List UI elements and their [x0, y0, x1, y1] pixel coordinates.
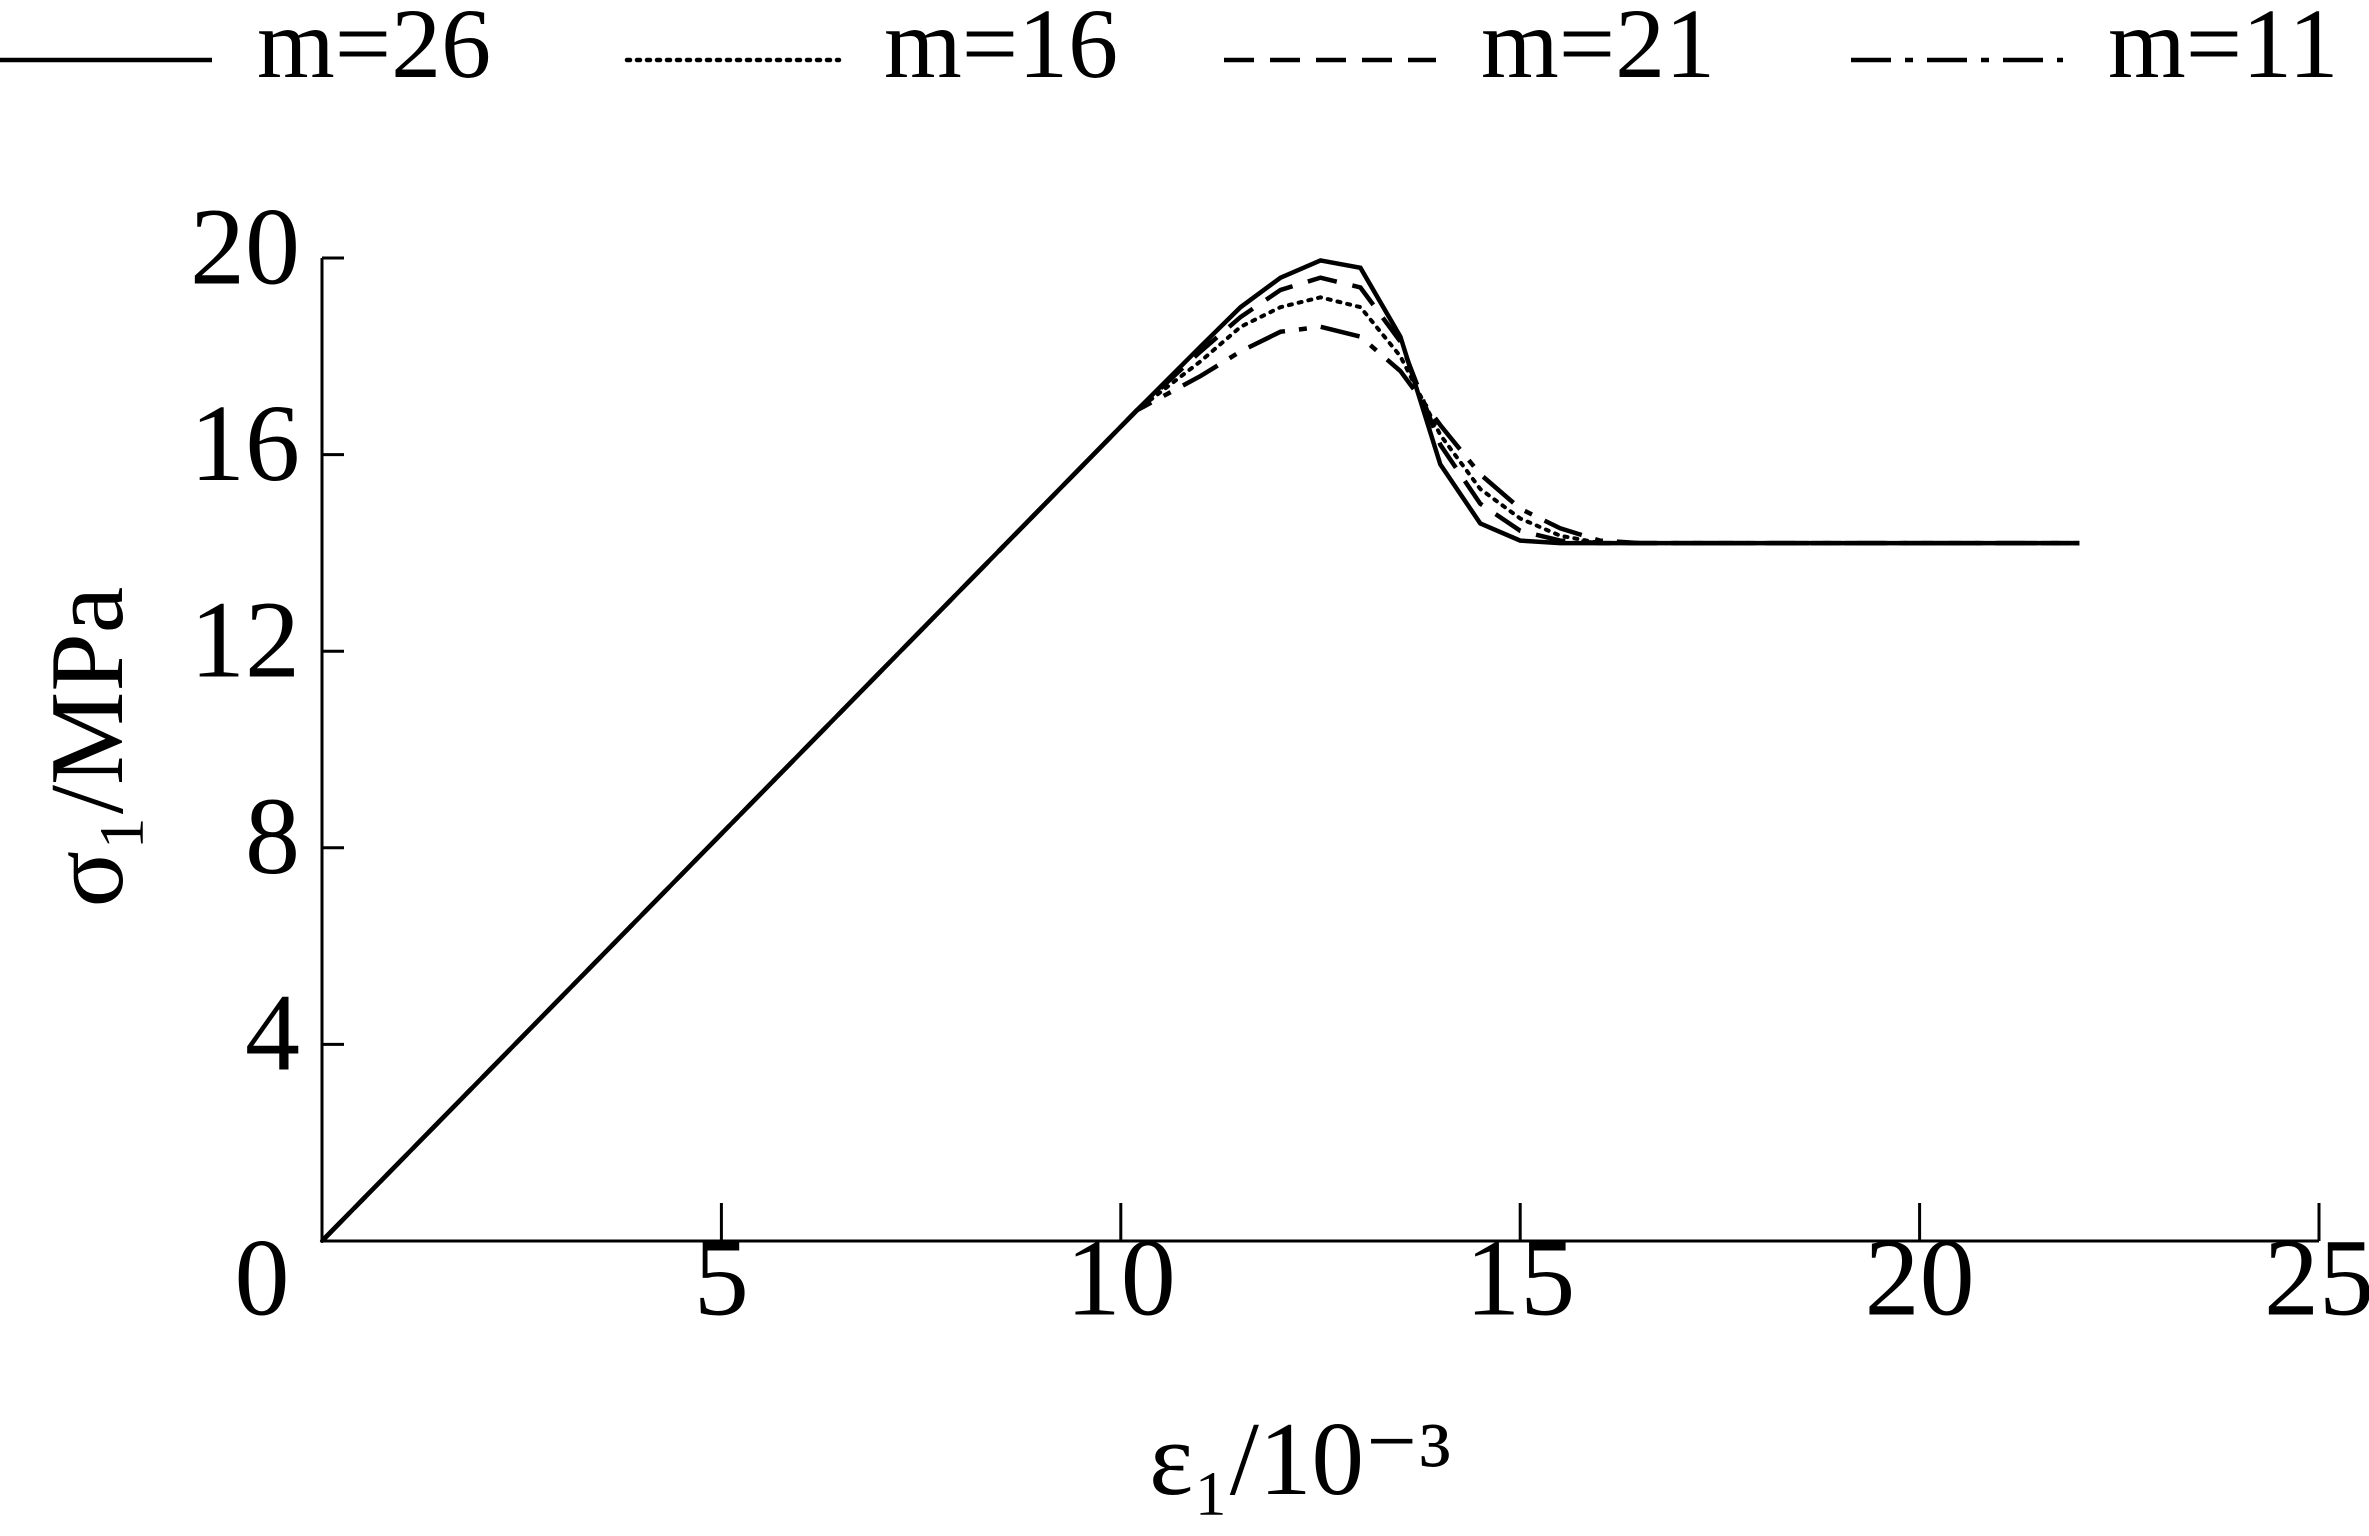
x-tick-label: 25	[2264, 1216, 2369, 1338]
x-axis-label: ε₁/10⁻³	[1149, 1400, 1451, 1517]
y-tick-label: 12	[190, 578, 300, 700]
legend-label: m=11	[2108, 0, 2338, 99]
legend-label: m=21	[1481, 0, 1715, 99]
legend-label: m=16	[884, 0, 1118, 99]
data-line	[320, 258, 2080, 1243]
y-tick-label: 20	[190, 185, 300, 307]
x-tick-label: 5	[694, 1216, 749, 1338]
legend-label: m=26	[257, 0, 491, 99]
y-tick-label: 4	[245, 972, 300, 1094]
x-tick-label: 0	[235, 1216, 290, 1338]
y-tick-label: 16	[190, 382, 300, 504]
x-tick-label: 15	[1465, 1216, 1575, 1338]
x-tick-label: 20	[1865, 1216, 1975, 1338]
x-tick-label: 10	[1066, 1216, 1176, 1338]
data-line	[320, 275, 2080, 1243]
data-line	[320, 324, 2080, 1243]
y-tick-label: 8	[245, 775, 300, 897]
data-line	[320, 295, 2082, 1243]
y-axis-label: σ₁/MPa	[28, 587, 145, 908]
